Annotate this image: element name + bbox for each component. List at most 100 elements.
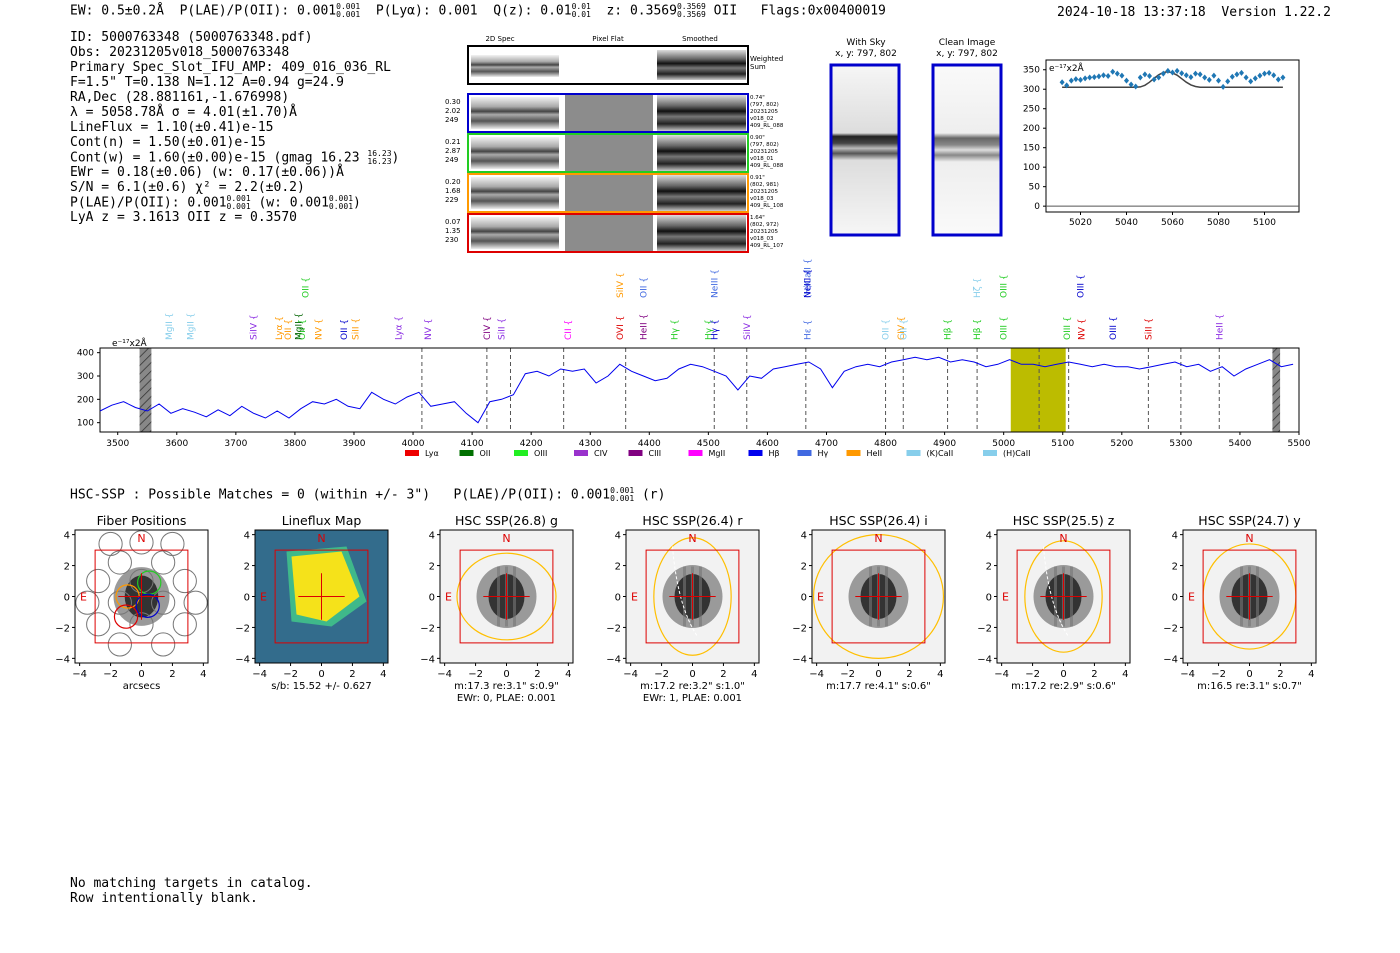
cutout-pixelflat-1 — [565, 95, 653, 131]
cutout-meta-2-1: 0.90" — [750, 135, 765, 141]
legend-label: (K)CaII — [927, 449, 954, 458]
legend-swatch — [983, 450, 997, 456]
line-label: Hγ { — [671, 319, 681, 340]
cutout-stat-1-3: 249 — [445, 116, 458, 124]
legend-label: Lyα — [425, 449, 439, 458]
zoom-data-point — [1160, 70, 1166, 77]
full-xtick-label: 5100 — [1051, 439, 1074, 449]
panel-xtick: 2 — [720, 669, 726, 680]
legend-label: HeII — [867, 449, 883, 458]
panel-ytick: 0 — [615, 593, 621, 604]
panel-xtick: 4 — [1122, 669, 1128, 680]
panel-xtick: −2 — [840, 669, 855, 680]
zoom-data-point — [1073, 76, 1079, 83]
line-label: Hβ { — [944, 319, 954, 340]
cutout-stat-3-1: 0.20 — [445, 178, 461, 186]
full-xtick-label: 4400 — [638, 439, 661, 449]
zoom-data-point — [1170, 69, 1175, 76]
full-xtick-label: 3500 — [106, 439, 129, 449]
panel-plot: N E −4 −2 0 2 4 4 2 0 −2 −4 arcsecs — [55, 529, 209, 692]
full-xtick-label: 4200 — [520, 439, 543, 449]
flags-value: Flags:0x00400019 — [760, 3, 886, 19]
info-contn: Cont(n) = 1.50(±0.01)e-15 — [70, 135, 266, 150]
cutout-pixelflat-2 — [565, 135, 653, 171]
zoom-data-point — [1262, 70, 1267, 77]
zoom-ytick-label: 50 — [1029, 183, 1041, 193]
panel-caption-1: arcsecs — [123, 681, 161, 692]
east-label: E — [1002, 591, 1009, 604]
line-label: HeII { — [639, 314, 649, 340]
panel-ytick: 0 — [64, 593, 70, 604]
plae-up: 0.001 — [336, 2, 361, 11]
zoom-data-point — [1087, 74, 1093, 81]
cutout-meta-1-2: (797, 802) — [750, 102, 779, 108]
cutout-smoothed-1 — [657, 95, 746, 131]
zoom-data-point — [1225, 78, 1231, 85]
panel-xtick: −4 — [1180, 669, 1195, 680]
panel-xtick: −2 — [1211, 669, 1226, 680]
fiber-circle — [86, 612, 111, 637]
panel-ytick: −4 — [1163, 654, 1178, 665]
line-label: OII { — [302, 277, 312, 298]
panel-ytick: −2 — [420, 623, 435, 634]
search-box — [1016, 549, 1111, 644]
info-contw-text: Cont(w) = 1.60(±0.00)e-15 (gmag 16.23 — [70, 150, 360, 166]
cutout-meta-3-5: 409_RL_108 — [750, 203, 784, 209]
footer-note: No matching targets in catalog. Row inte… — [70, 876, 313, 906]
info-lineflux: LineFlux = 1.10(±0.41)e-15 — [70, 120, 274, 135]
cutout-smoothed-3 — [657, 175, 746, 211]
info-obs: Obs: 20231205v018_5000763348 — [70, 45, 290, 60]
zoom-data-point — [1119, 72, 1125, 79]
z-value: z: 0.3569 — [606, 3, 677, 19]
north-label: N — [1059, 532, 1067, 545]
fiber-circle — [107, 632, 132, 657]
panel-xtick: −2 — [468, 669, 483, 680]
legend-swatch — [459, 450, 474, 456]
line-window-highlight — [1010, 348, 1066, 432]
col-2dspec: 2D Spec — [485, 35, 514, 43]
panel-ytick: 0 — [244, 593, 250, 604]
line-label: Hε { — [804, 320, 814, 340]
line-label: CII { — [564, 320, 574, 340]
cutout-stat-2-1: 0.21 — [445, 138, 461, 146]
panel-7: HSC SSP(24.7) y N E −4 −2 0 2 4 4 2 0 −2 −4 m:16.5 re… — [1148, 512, 1328, 722]
cutout-meta-3-3: 20231205 — [750, 189, 778, 195]
zoom-data-point — [1096, 73, 1102, 80]
with-sky-label: With Sky — [846, 38, 886, 48]
panel-xtick: 2 — [906, 669, 912, 680]
weighted-smoothed — [657, 50, 746, 80]
line-label: OII { — [639, 277, 649, 298]
cutout-stat-3-3: 229 — [445, 196, 458, 204]
search-box — [831, 549, 926, 644]
legend-swatch — [846, 450, 861, 456]
zoom-data-point — [1188, 74, 1194, 81]
panel-ytick: −4 — [977, 654, 992, 665]
with-sky-title: With Sky x, y: 797, 802 — [828, 38, 904, 60]
aperture-ellipse — [812, 534, 945, 659]
zoom-ytick-label: 200 — [1023, 124, 1040, 134]
with-sky-image — [829, 63, 901, 237]
header-bar: EW: 0.5±0.2Å P(LAE)/P(OII): 0.0010.001 0.… — [70, 3, 886, 19]
line-label: MgII { — [294, 313, 304, 340]
zoom-data-point — [1271, 72, 1277, 79]
legend-swatch — [628, 450, 643, 456]
legend-swatch — [574, 450, 588, 456]
full-xtick-label: 5400 — [1228, 439, 1251, 449]
panel-ytick: 4 — [244, 531, 250, 542]
zoom-data-point — [1147, 72, 1152, 79]
full-xtick-label: 3700 — [224, 439, 247, 449]
search-box — [645, 549, 740, 644]
line-label: OII { — [899, 319, 909, 340]
panel-xtick: 2 — [1277, 669, 1283, 680]
z-lo: 0.3569 — [676, 10, 706, 19]
zoom-ytick-label: 0 — [1034, 202, 1040, 212]
info-plae-w: (w: 0.001 — [258, 195, 329, 211]
info-plae-w-up: 0.001 — [328, 194, 354, 203]
panel-caption-1: m:17.2 re:2.9" s:0.6" — [1011, 681, 1116, 692]
line-label: SiIV { — [250, 314, 260, 340]
cutout-stat-2-2: 2.87 — [445, 147, 461, 155]
info-radec: RA,Dec (28.881161,-1.676998) — [70, 90, 290, 105]
